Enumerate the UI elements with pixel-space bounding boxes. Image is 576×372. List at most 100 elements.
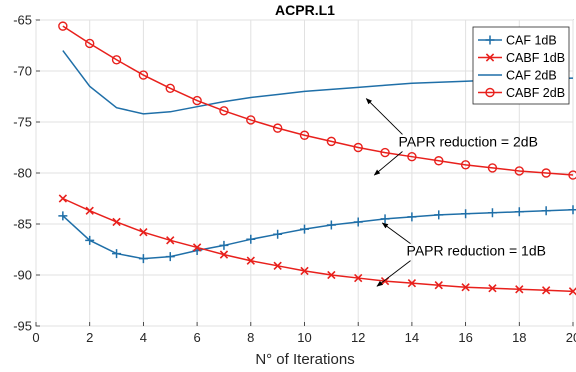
x-tick-label: 14 [405, 330, 419, 345]
x-tick-label: 4 [140, 330, 147, 345]
legend: CAF 1dB CABF 1dB CAF 2dB CABF 2dB [472, 26, 570, 105]
data-point [111, 55, 122, 65]
x-tick-label: 6 [193, 330, 200, 345]
legend-label: CABF 1dB [506, 51, 565, 65]
y-tick-label: -90 [13, 268, 32, 283]
data-point [353, 217, 363, 227]
data-point [380, 147, 390, 158]
data-point [85, 206, 94, 215]
data-point [487, 208, 497, 218]
data-point [460, 160, 471, 170]
data-point [380, 214, 390, 224]
data-point [246, 115, 256, 125]
x-tick-label: 20 [566, 330, 576, 345]
data-point [84, 38, 95, 49]
x-axis: 0 2 4 6 8 10 12 14 16 18 20 [32, 322, 576, 345]
data-point [58, 21, 68, 31]
data-point [246, 256, 255, 265]
data-point [300, 266, 309, 276]
x-tick-label: 10 [297, 330, 311, 345]
x-tick-label: 0 [32, 330, 39, 345]
y-tick-label: -75 [13, 115, 32, 130]
annotation-text: PAPR reduction = 1dB [407, 243, 546, 259]
data-point [326, 220, 336, 230]
annotation-arrow [381, 222, 411, 244]
data-point [112, 217, 121, 227]
x-tick-label: 8 [247, 330, 254, 345]
legend-item: CAF 2dB [478, 69, 557, 83]
x-tick-label: 2 [86, 330, 93, 345]
data-point [568, 287, 576, 296]
data-point [299, 130, 310, 140]
data-point [165, 252, 175, 262]
data-point [219, 106, 229, 116]
data-point [273, 261, 282, 270]
data-point [434, 210, 444, 220]
data-point [515, 285, 524, 294]
data-point [434, 281, 443, 290]
data-point [485, 53, 495, 62]
data-point [273, 229, 283, 239]
data-point [58, 211, 68, 221]
annotation-arrow [376, 260, 411, 287]
x-tick-label: 18 [512, 330, 526, 345]
data-point [138, 254, 148, 264]
grid-lines [35, 19, 574, 327]
legend-label: CAF 1dB [506, 34, 557, 48]
data-point [192, 95, 202, 106]
legend-item: CABF 1dB [478, 51, 565, 65]
data-point [192, 243, 202, 252]
data-point [166, 236, 175, 245]
data-point [485, 35, 495, 45]
data-point [485, 87, 495, 98]
x-tick-label: 12 [351, 330, 365, 345]
data-point [407, 151, 417, 162]
annotation-text: PAPR reduction = 2dB [398, 133, 537, 149]
x-axis-label: N° of Iterations [255, 351, 354, 368]
legend-label: CAF 2dB [506, 69, 557, 83]
data-point [568, 170, 576, 180]
series-cabf-1db [58, 194, 576, 296]
legend-box [472, 26, 570, 105]
y-tick-label: -65 [13, 13, 32, 28]
data-point [219, 250, 229, 259]
series-cabf-2db [58, 21, 576, 180]
data-point [461, 283, 470, 292]
chart-title: ACPR.L1 [275, 2, 335, 18]
data-point [138, 70, 149, 80]
data-point [568, 205, 576, 215]
data-point [85, 235, 95, 245]
data-point [112, 249, 122, 259]
data-point [487, 163, 498, 173]
data-point [488, 284, 497, 293]
legend-item: CAF 1dB [478, 34, 557, 48]
series-caf-1db [58, 205, 576, 264]
y-axis: -95 -90 -85 -80 -75 -70 -65 [13, 13, 40, 334]
x-tick-label: 16 [458, 330, 472, 345]
legend-item: CABF 2dB [478, 86, 565, 100]
data-point [272, 123, 283, 133]
y-tick-label: -70 [13, 64, 32, 79]
data-point [541, 168, 551, 178]
data-point [514, 207, 524, 217]
data-point [461, 209, 471, 219]
annotation-arrow [365, 98, 403, 135]
data-point [139, 227, 148, 237]
data-point [407, 278, 417, 288]
y-tick-label: -95 [13, 319, 32, 334]
data-point [541, 206, 551, 216]
data-point [165, 83, 175, 94]
data-point [434, 156, 444, 166]
annotations: PAPR reduction = 2dB PAPR reduction = 1dB [365, 98, 546, 287]
y-tick-label: -80 [13, 166, 32, 181]
data-point [300, 224, 309, 234]
data-point [407, 212, 417, 222]
y-tick-label: -85 [13, 217, 32, 232]
data-point [354, 273, 363, 283]
legend-label: CABF 2dB [506, 86, 565, 100]
data-point [219, 240, 229, 250]
data-point [58, 194, 68, 203]
data-point [353, 142, 363, 153]
data-point [246, 234, 256, 244]
